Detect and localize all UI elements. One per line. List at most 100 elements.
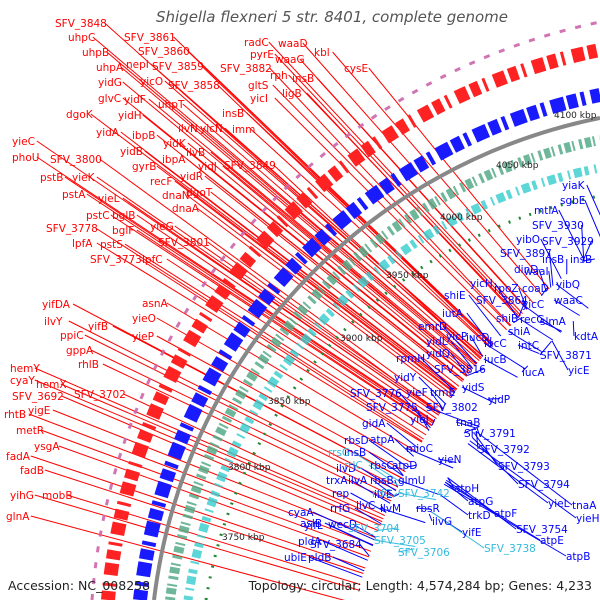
gene-label: tnaA [572,500,597,512]
leader-line [558,209,585,261]
gene-label: intC [518,340,539,352]
bp-tick-label: 3850 kbp [268,397,311,407]
leader-line [186,158,464,381]
leader-line [368,464,399,486]
gene-label: SFV_3754 [516,524,568,536]
gene-label: rhlB [78,359,99,371]
leader-line [201,65,493,346]
gene-label: SFV_3773 [90,254,142,266]
leader-line [90,349,394,497]
leader-line [549,252,554,286]
leader-line [386,422,419,449]
gene-label: iucD [466,332,489,344]
gene-label: SFV_3882 [220,63,272,75]
bp-tick-label: 4100 kbp [554,111,597,121]
gene-label: metR [16,425,44,437]
gene-label: waaG [275,54,305,66]
gene-label: SFV_3858 [168,80,220,92]
leader-line [368,67,550,290]
leader-line [438,493,469,516]
gene-label: dnaN [162,190,190,202]
gene-label: SFV_3702 [74,389,126,401]
gene-label: atpF [494,508,517,520]
leader-line [28,413,374,546]
leader-line [34,367,384,520]
gene-label: gppA [66,345,94,357]
leader-line [222,165,471,373]
leader-line [174,180,455,394]
gene-label: gyrB [132,161,156,173]
leader-line [144,150,457,390]
leader-line [210,191,460,387]
leader-line [444,481,541,541]
leader-line [44,469,364,574]
leader-line [415,507,432,510]
gene-label: yieL [548,498,570,510]
leader-line [428,513,433,522]
gene-label: SFV_3800 [50,154,102,166]
leader-line [467,443,549,504]
leader-line [61,395,379,532]
leader-line [120,66,476,366]
leader-line [379,507,426,524]
gene-label: shiB [496,313,518,325]
gene-label: SFV_3704 [348,523,400,535]
leader-line [555,283,589,309]
gene-label: yifE [462,527,481,539]
gene-label: pstC [86,210,110,222]
leader-line [442,325,477,365]
gene-label: yieP [132,331,154,343]
leader-line [450,391,456,399]
gene-label: yigE [28,405,50,417]
gene-label: yifDA [42,299,71,311]
leader-line [332,51,543,296]
gene-label: mobB [42,490,73,502]
gene-label: yidF [124,94,146,106]
leader-line [517,299,527,318]
leader-line [250,128,491,349]
leader-line [302,42,534,304]
leader-line [548,270,552,288]
leader-line [581,224,585,261]
gene-label: rpmH [396,353,425,365]
gene-label: SFV_3859 [152,61,204,73]
leader-line [430,510,485,549]
leader-line [352,523,377,538]
leader-line [430,391,444,410]
gene-label: SFV_3930 [532,220,584,232]
gene-label: pyrE [250,49,274,61]
gene-label: yicO [140,76,163,88]
leader-line [392,492,398,498]
gene-label: ibpA [162,154,186,166]
leader-line [30,455,366,569]
leader-line [312,511,376,541]
gene-label: insB [222,108,244,120]
gene-label: SFV_3705 [374,535,426,547]
gene-label: trkD [468,510,491,522]
leader-line [425,406,480,428]
gene-label: SFV_3861 [124,32,176,44]
accession-text: Accession: NC_008258 [8,578,150,593]
gene-label: ilvA [348,475,368,487]
gene-label: yidR [180,171,203,183]
leader-line [156,335,406,473]
leader-line [164,80,482,359]
leader-line [483,358,518,378]
bp-tick-labels: 3750 kbp 3800 kbp 3850 kbp 3900 kbp 3950 kbp… [222,111,597,543]
leader-line [394,438,415,457]
gene-label: recF [150,176,172,188]
gene-label: insB [344,447,366,459]
leader-line [586,184,600,216]
leader-line [447,477,517,530]
gene-label: ilvG [432,516,452,528]
gene-label: yibQ [556,279,580,291]
gene-label: SFV_3706 [398,547,450,559]
leader-line [397,492,437,501]
gene-label: rhtB [4,409,26,421]
label-leader-lines [28,22,600,600]
gene-label: yifB [88,321,108,333]
gene-label: aslB [300,518,322,530]
gene-label: ppiC [60,330,84,342]
leader-line [30,515,345,600]
gene-label: yibO [516,234,540,246]
